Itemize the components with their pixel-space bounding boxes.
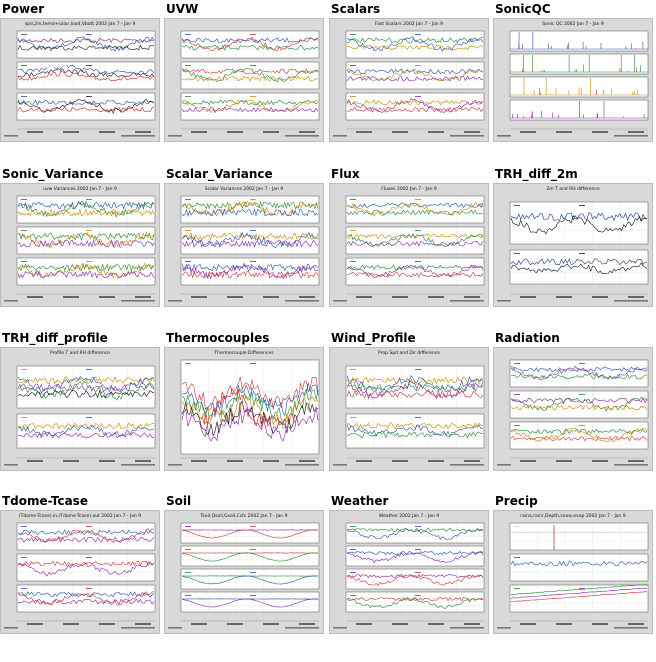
plot-title-link-power[interactable]: Power [2,2,45,16]
plot-caption-weather: Weather 2002 Jan 7 - Jan 9 [379,513,439,519]
plot-cell-weather: Weather Weather 2002 Jan 7 - Jan 9 [329,494,489,634]
plot-title-link-precip[interactable]: Precip [495,494,538,508]
plot-thumbnail-precip[interactable]: raina,rainr,Depth,snow,evap 2002 Jan 7 -… [493,510,653,634]
plot-title-link-soil[interactable]: Soil [166,494,192,508]
plot-thumbnail-sonicqc[interactable]: Sonic QC 2002 Jan 7 - Jan 9 [493,18,653,142]
plot-thumbnail-trh_diff_2m[interactable]: 2m T and RH difference [493,183,653,307]
plot-cell-wind_profile: Wind_Profile Prop Spd and Dir difference [329,331,489,471]
plot-cell-radiation: Radiation [493,331,653,471]
plot-cell-precip: Precip raina,rainr,Depth,snow,evap 2002 J… [493,494,653,634]
plot-caption-sonicqc: Sonic QC 2002 Jan 7 - Jan 9 [542,21,604,27]
plot-cell-uvw: UVW [164,2,324,142]
plot-caption-trh_diff_2m: 2m T and RH difference [546,186,600,192]
plot-caption-precip: raina,rainr,Depth,snow,evap 2002 Jan 7 -… [520,513,626,519]
plot-title-link-flux[interactable]: Flux [331,167,360,181]
plot-cell-tdome_tcase: Tdome-Tcase (Tdome-Tcase).in,(Tdome-Tcase… [0,494,160,634]
plot-cell-scalar_variance: Scalar_Variance Scalar Variances 2002 Jan… [164,167,324,307]
plot-thumbnail-weather[interactable]: Weather 2002 Jan 7 - Jan 9 [329,510,489,634]
plot-thumbnail-tdome_tcase[interactable]: (Tdome-Tcase).in,(Tdome-Tcase).out 2002 … [0,510,160,634]
plot-caption-power: spd,2m,temd+solar,load,Vbatt 2002 Jan 7 … [25,21,136,27]
plot-caption-scalars: Fast Scalars 2002 Jan 7 - Jan 9 [375,21,443,27]
plot-thumbnail-thermocouples[interactable]: Thermocouple Differences [164,347,324,471]
plot-cell-scalars: Scalars Fast Scalars 2002 Jan 7 - Jan 9 [329,2,489,142]
plot-thumbnail-soil[interactable]: Tsoil,Qsoil,Gsoil,Csfc 2002 Jan 7 - Jan … [164,510,324,634]
plot-thumbnail-scalar_variance[interactable]: Scalar Variances 2002 Jan 7 - Jan 9 [164,183,324,307]
plot-caption-flux: Fluxes 2002 Jan 7 - Jan 9 [381,186,437,192]
plot-cell-sonicqc: SonicQC Sonic QC 2002 Jan 7 - Jan 9 [493,2,653,142]
plot-title-link-thermocouples[interactable]: Thermocouples [166,331,270,345]
plot-title-link-trh_diff_profile[interactable]: TRH_diff_profile [2,331,108,345]
plot-title-link-scalar_variance[interactable]: Scalar_Variance [166,167,273,181]
plot-thumbnail-wind_profile[interactable]: Prop Spd and Dir difference [329,347,489,471]
plot-caption-tdome_tcase: (Tdome-Tcase).in,(Tdome-Tcase).out 2002 … [19,513,141,519]
plot-title-link-wind_profile[interactable]: Wind_Profile [331,331,416,345]
plot-caption-scalar_variance: Scalar Variances 2002 Jan 7 - Jan 9 [205,186,284,192]
plot-caption-sonic_variance: uvw Variances 2002 Jan 7 - Jan 9 [43,186,117,192]
plot-thumbnail-power[interactable]: spd,2m,temd+solar,load,Vbatt 2002 Jan 7 … [0,18,160,142]
plot-cell-thermocouples: Thermocouples Thermocouple Differences [164,331,324,471]
plot-title-link-sonic_variance[interactable]: Sonic_Variance [2,167,104,181]
plot-title-link-scalars[interactable]: Scalars [331,2,381,16]
plot-thumbnail-flux[interactable]: Fluxes 2002 Jan 7 - Jan 9 [329,183,489,307]
plot-title-link-radiation[interactable]: Radiation [495,331,560,345]
plot-cell-trh_diff_profile: TRH_diff_profile Profile T and RH differe… [0,331,160,471]
plot-thumbnail-sonic_variance[interactable]: uvw Variances 2002 Jan 7 - Jan 9 [0,183,160,307]
plot-cell-soil: Soil Tsoil,Qsoil,Gsoil,Csfc 2002 Jan 7 - … [164,494,324,634]
plot-thumbnail-uvw[interactable] [164,18,324,142]
plot-cell-power: Power spd,2m,temd+solar,load,Vbatt 2002 J… [0,2,160,142]
plot-title-link-uvw[interactable]: UVW [166,2,199,16]
plot-caption-thermocouples: Thermocouple Differences [213,350,274,356]
plot-title-link-trh_diff_2m[interactable]: TRH_diff_2m [495,167,578,181]
plot-thumbnail-scalars[interactable]: Fast Scalars 2002 Jan 7 - Jan 9 [329,18,489,142]
plot-title-link-sonicqc[interactable]: SonicQC [495,2,551,16]
plot-title-link-weather[interactable]: Weather [331,494,389,508]
plot-thumbnail-radiation[interactable] [493,347,653,471]
plot-title-link-tdome_tcase[interactable]: Tdome-Tcase [2,494,88,508]
plot-caption-wind_profile: Prop Spd and Dir difference [378,350,440,356]
plot-cell-trh_diff_2m: TRH_diff_2m 2m T and RH difference [493,167,653,307]
plot-caption-soil: Tsoil,Qsoil,Gsoil,Csfc 2002 Jan 7 - Jan … [200,513,288,519]
plot-thumbnail-trh_diff_profile[interactable]: Profile T and RH difference [0,347,160,471]
plot-cell-flux: Flux Fluxes 2002 Jan 7 - Jan 9 [329,167,489,307]
plot-caption-trh_diff_profile: Profile T and RH difference [50,350,110,356]
